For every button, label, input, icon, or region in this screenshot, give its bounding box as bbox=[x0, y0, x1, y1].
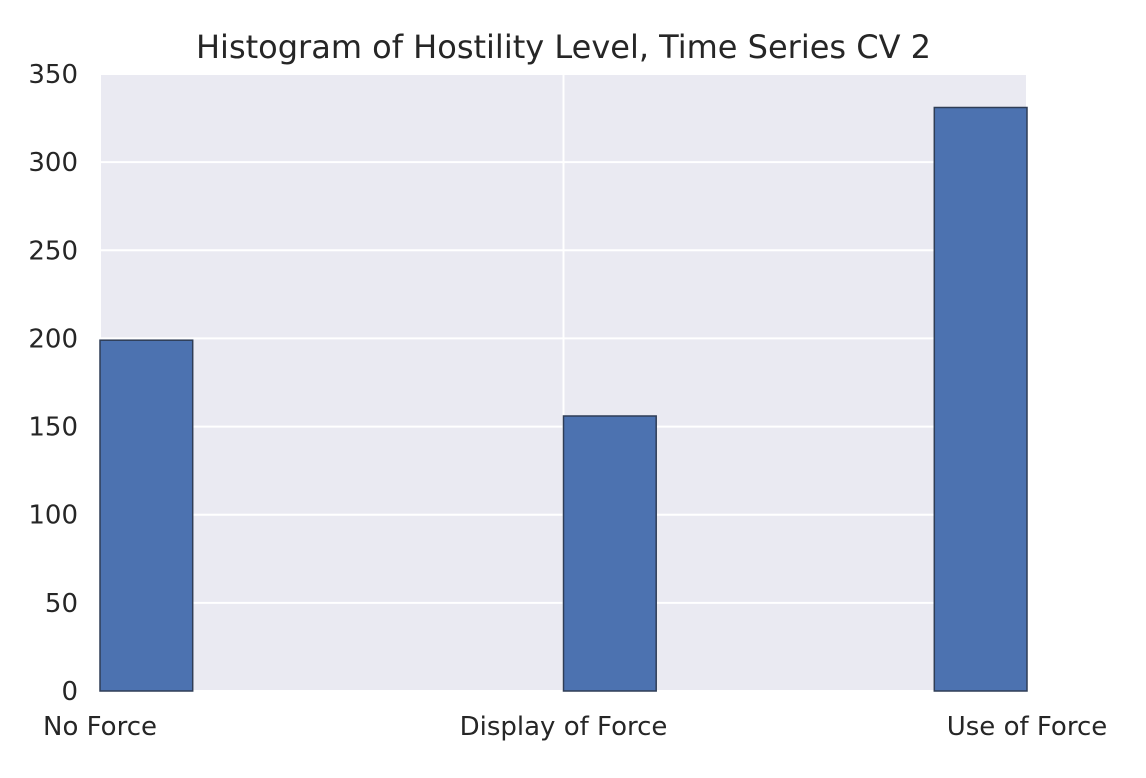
y-tick-label: 250 bbox=[28, 236, 78, 266]
x-tick-label: Display of Force bbox=[460, 712, 668, 742]
y-tick-label: 200 bbox=[28, 324, 78, 354]
histogram-bar bbox=[562, 415, 657, 692]
y-tick-label: 350 bbox=[28, 60, 78, 90]
histogram-bar bbox=[99, 339, 194, 692]
y-tick-label: 0 bbox=[61, 677, 78, 707]
x-tick-label: No Force bbox=[43, 712, 157, 742]
y-tick-label: 150 bbox=[28, 413, 78, 443]
y-tick-label: 50 bbox=[45, 589, 78, 619]
bars bbox=[99, 106, 1028, 692]
y-tick-label: 300 bbox=[28, 148, 78, 178]
x-tick-label: Use of Force bbox=[947, 712, 1108, 742]
chart-title: Histogram of Hostility Level, Time Serie… bbox=[196, 28, 931, 66]
histogram-bar bbox=[933, 106, 1028, 692]
y-tick-label: 100 bbox=[28, 501, 78, 531]
tick-labels: 0 50 100 150 200 250 300 350 No Force Display of … bbox=[28, 60, 1107, 742]
